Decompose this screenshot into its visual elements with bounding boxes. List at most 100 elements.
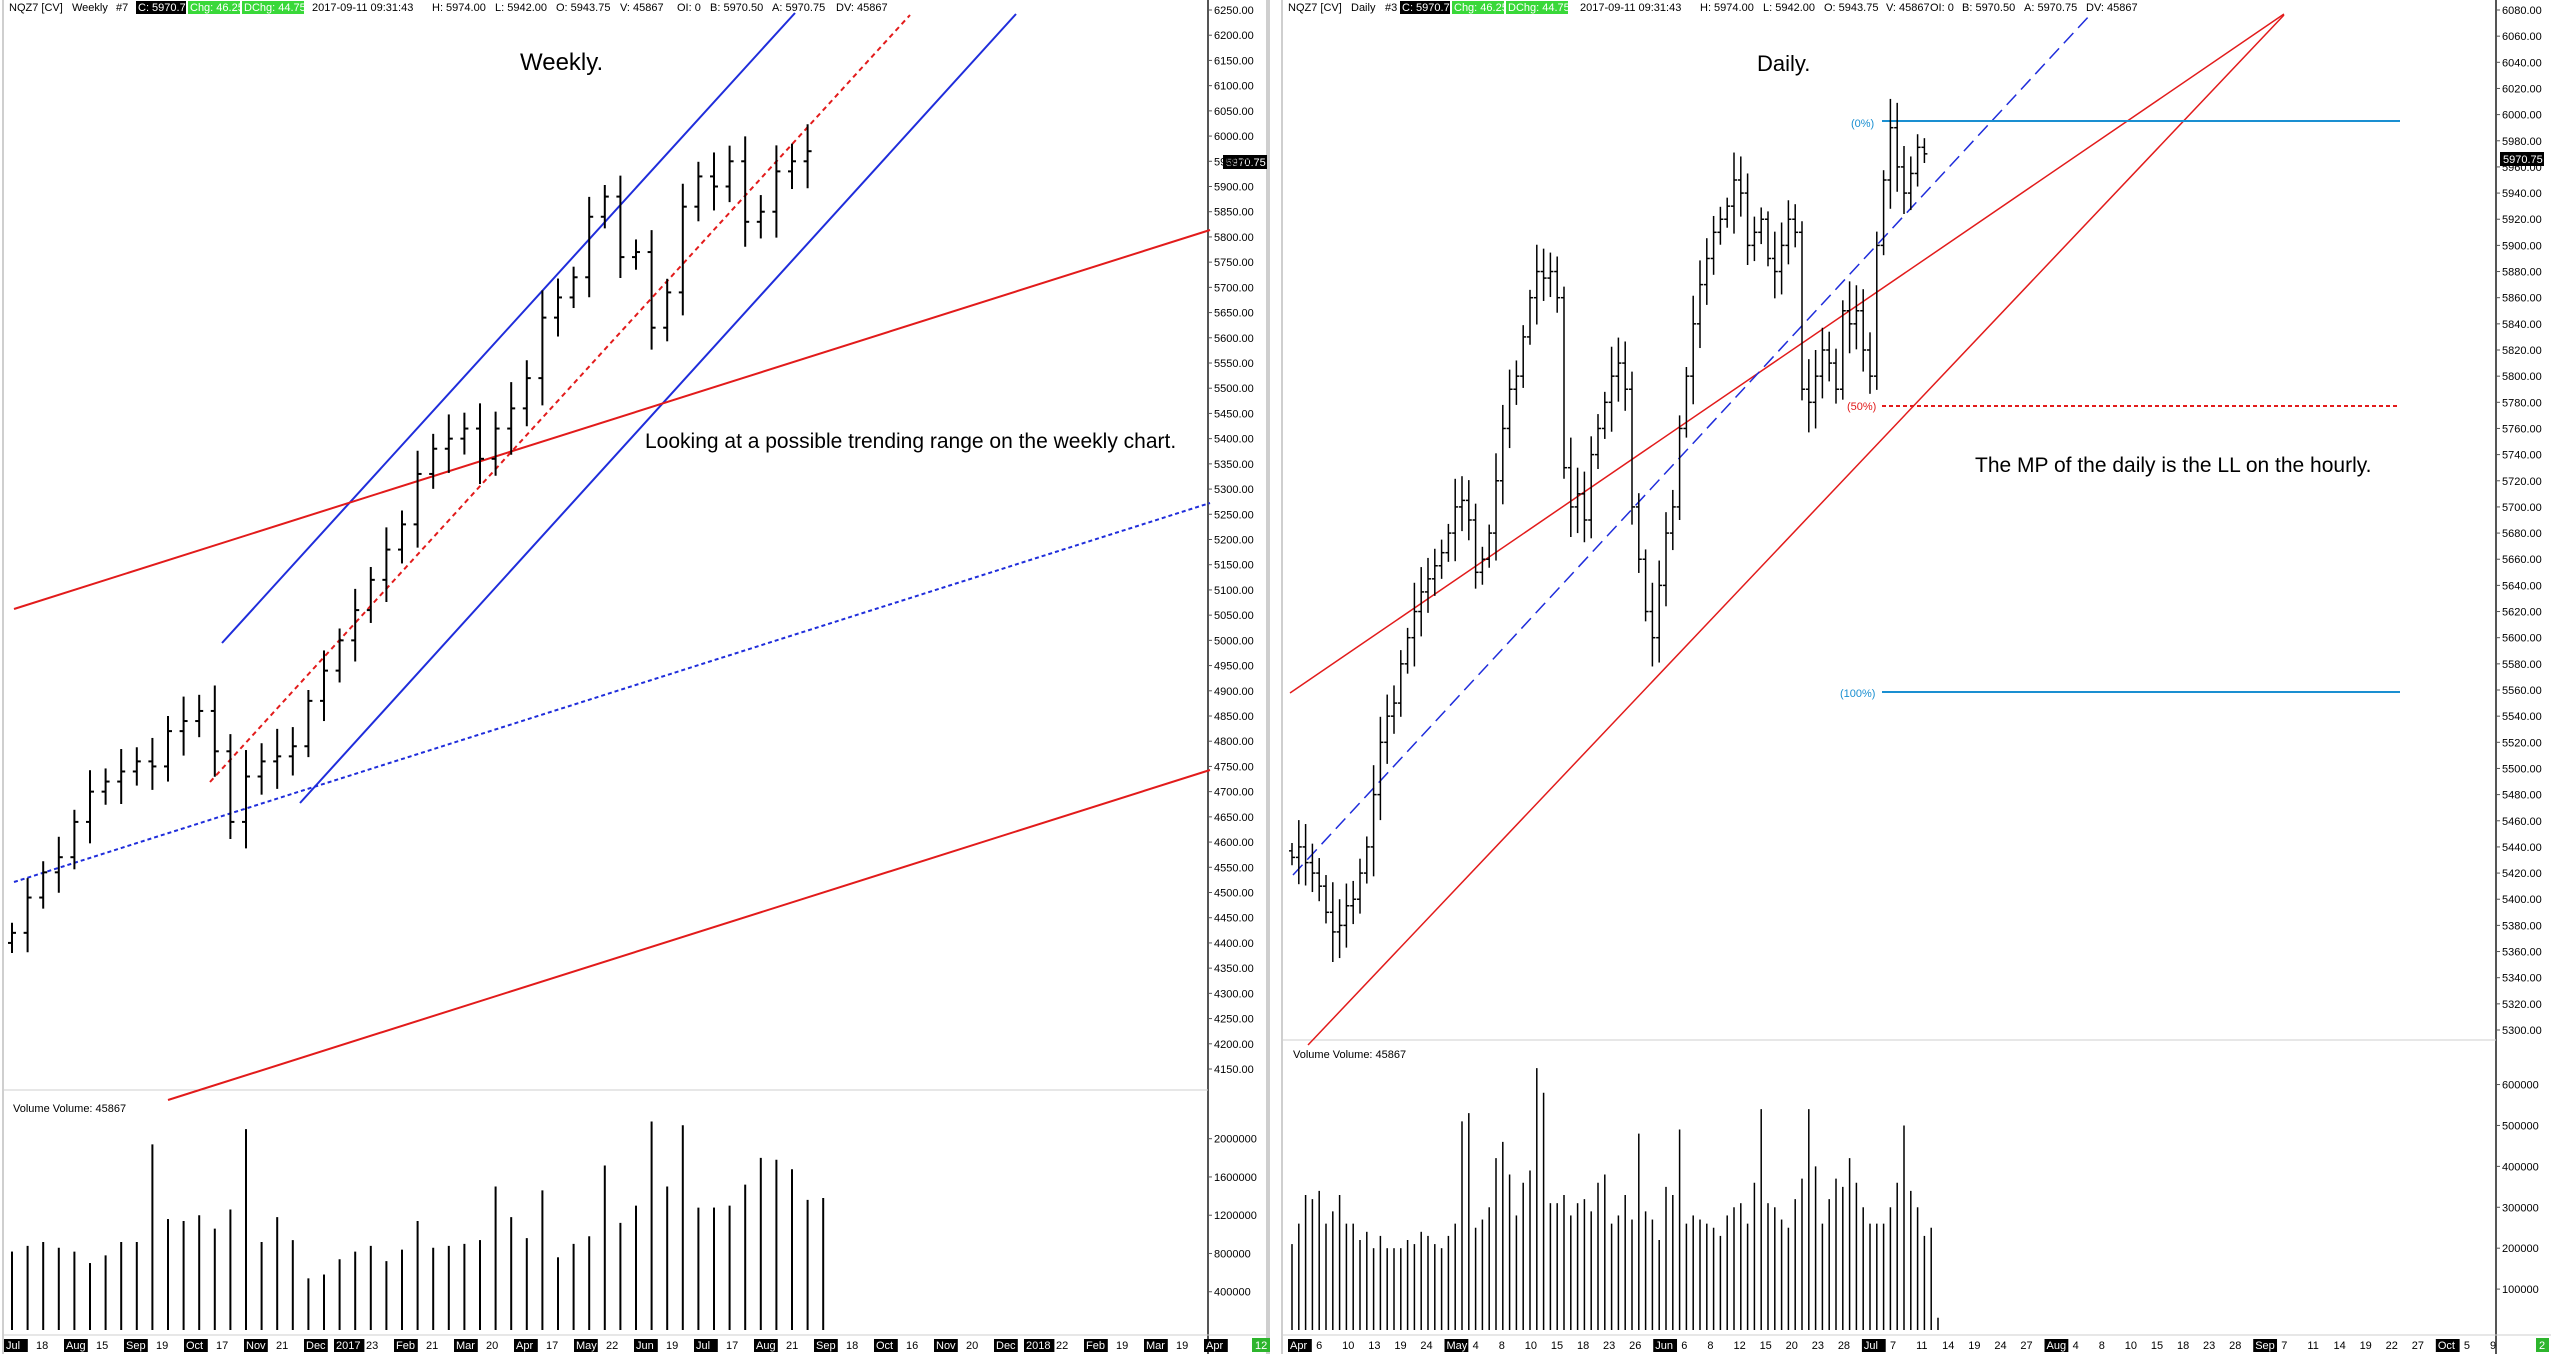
daily-corner-badge-bg: [2536, 1338, 2549, 1352]
daily-date-tick-label: May: [1447, 1340, 1468, 1352]
weekly-date-tick-label: 22: [1056, 1340, 1068, 1352]
daily-date-tick-label: 8: [1499, 1340, 1505, 1352]
weekly-interval: Weekly: [72, 2, 108, 14]
weekly-high: H: 5974.00: [432, 2, 486, 14]
daily-dashed-mid-line[interactable]: [1292, 14, 2091, 876]
daily-low: L: 5942.00: [1763, 2, 1815, 14]
daily-price-tick-label: 5840.00: [2502, 319, 2542, 331]
daily-price-tick-label: 5800.00: [2502, 371, 2542, 383]
weekly-price-tick-label: 4850.00: [1214, 711, 1254, 723]
weekly-range-bottom-line[interactable]: [167, 769, 1211, 1101]
weekly-date-tick-label: Mar: [456, 1340, 475, 1352]
daily-dv: DV: 45867: [2086, 2, 2138, 14]
daily-price-tick-label: 5600.00: [2502, 633, 2542, 645]
daily-bid: B: 5970.50: [1962, 2, 2015, 14]
weekly-date-tick-label: 19: [666, 1340, 678, 1352]
weekly-price-tick-label: 5400.00: [1214, 434, 1254, 446]
weekly-date-tick-label: 23: [366, 1340, 378, 1352]
weekly-date-badge: [814, 1339, 838, 1352]
weekly-date-tick-label: 19: [1176, 1340, 1188, 1352]
daily-date-tick-label: 13: [1368, 1340, 1380, 1352]
daily-price-tick-label: 6040.00: [2502, 57, 2542, 69]
weekly-date-tick-label: 21: [426, 1340, 438, 1352]
weekly-price-tick-label: 5750.00: [1214, 257, 1254, 269]
weekly-price-tick-label: 5350.00: [1214, 459, 1254, 471]
weekly-date-badge: [244, 1339, 268, 1352]
weekly-dashed-blue-line[interactable]: [13, 502, 1211, 883]
weekly-dashed-red-line[interactable]: [209, 14, 911, 783]
weekly-date-badge: [634, 1339, 658, 1352]
daily-volume-bars: [1291, 1068, 1939, 1330]
daily-date-tick-label: 6: [1681, 1340, 1687, 1352]
weekly-date-tick-label: Feb: [396, 1340, 415, 1352]
daily-volume: V: 45867: [1886, 2, 1930, 14]
daily-chg-badge: [1452, 1, 1504, 14]
weekly-price-tick-label: 6250.00: [1214, 5, 1254, 17]
weekly-date-badge: [184, 1339, 208, 1352]
weekly-price-tick-label: 6100.00: [1214, 81, 1254, 93]
weekly-price-tick-label: 5800.00: [1214, 232, 1254, 244]
daily-trendlines[interactable]: [1289, 13, 2400, 1046]
weekly-price-tick-label: 4950.00: [1214, 661, 1254, 673]
daily-price-tick-label: 5980.00: [2502, 136, 2542, 148]
daily-date-tick-label: 20: [1786, 1340, 1798, 1352]
weekly-time: 2017-09-11 09:31:43: [312, 2, 413, 14]
daily-count: #3: [1385, 2, 1397, 14]
daily-header: NQZ7 [CV] Daily #3 C: 5970.75 Chg: 46.25…: [1288, 1, 2138, 14]
weekly-symbol: NQZ7 [CV]: [9, 2, 63, 14]
weekly-price-tick-label: 4800.00: [1214, 736, 1254, 748]
weekly-price-tick-label: 4750.00: [1214, 761, 1254, 773]
daily-date-tick-label: 28: [2229, 1340, 2241, 1352]
weekly-date-tick-label: Dec: [306, 1340, 326, 1352]
weekly-date-tick-label: 20: [486, 1340, 498, 1352]
daily-price-tick-label: 5780.00: [2502, 397, 2542, 409]
daily-channel-top-line[interactable]: [1289, 13, 2285, 694]
weekly-volume-tick-label: 2000000: [1214, 1134, 1257, 1146]
daily-time: 2017-09-11 09:31:43: [1580, 2, 1681, 14]
weekly-date-tick-label: Oct: [186, 1340, 203, 1352]
daily-date-tick-label: 18: [1577, 1340, 1589, 1352]
weekly-price-tick-label: 4900.00: [1214, 686, 1254, 698]
weekly-trendlines[interactable]: [13, 12, 1211, 1101]
weekly-header: NQZ7 [CV] Weekly #7 C: 5970.75 Chg: 46.2…: [9, 1, 888, 14]
daily-price-tick-label: 5640.00: [2502, 580, 2542, 592]
weekly-channel-top-line[interactable]: [221, 12, 796, 644]
weekly-price-tick-label: 5200.00: [1214, 535, 1254, 547]
weekly-range-top-line[interactable]: [13, 229, 1211, 610]
weekly-price-tick-label: 4550.00: [1214, 862, 1254, 874]
weekly-price-marker-bg: [1223, 155, 1267, 169]
weekly-date-tick-label: Aug: [66, 1340, 86, 1352]
daily-price-tick-label: 5340.00: [2502, 973, 2542, 985]
weekly-date-tick-label: Jun: [636, 1340, 654, 1352]
weekly-price-tick-label: 5950.00: [1214, 156, 1254, 168]
daily-date-tick-label: 19: [1968, 1340, 1980, 1352]
weekly-date-tick-label: Jul: [6, 1340, 20, 1352]
daily-date-tick-label: 27: [2412, 1340, 2424, 1352]
daily-price-tick-label: 5320.00: [2502, 999, 2542, 1011]
daily-channel-bottom-line[interactable]: [1307, 14, 2285, 1046]
weekly-price-marker: 5970.75: [1226, 157, 1266, 169]
daily-date-tick-label: 5: [2464, 1340, 2470, 1352]
daily-price-tick-label: 5500.00: [2502, 763, 2542, 775]
daily-date-axis[interactable]: Apr 6 10 13 19 24 May 4 8 10 15 18 23 26 Jun 6 8 12 15 20 23…: [1288, 1339, 2496, 1352]
daily-chg: Chg: 46.25: [1454, 2, 1508, 14]
weekly-price-axis[interactable]: 6250.00 6200.00 6150.00 6100.00 6050.00 6000.…: [1208, 5, 1254, 1076]
weekly-date-tick-label: Nov: [936, 1340, 956, 1352]
weekly-date-axis[interactable]: Jul 18 Aug 15 Sep 19 Oct 17 Nov 21 Dec 2017 23 Feb 21 M…: [4, 1339, 1228, 1352]
daily-price-axis[interactable]: 6080.00 6060.00 6040.00 6020.00 6000.00 5980.…: [2496, 5, 2542, 1037]
weekly-dchg-badge: [242, 1, 304, 14]
weekly-date-tick-label: 19: [156, 1340, 168, 1352]
weekly-price-tick-label: 5900.00: [1214, 182, 1254, 194]
daily-price-tick-label: 5660.00: [2502, 554, 2542, 566]
daily-open: O: 5943.75: [1824, 2, 1878, 14]
daily-date-tick-label: Aug: [2047, 1340, 2067, 1352]
weekly-date-tick-label: Aug: [756, 1340, 776, 1352]
daily-volume-tick-label: 600000: [2502, 1080, 2539, 1092]
daily-date-tick-label: 24: [1420, 1340, 1432, 1352]
weekly-channel-bottom-line[interactable]: [299, 13, 1017, 804]
daily-price-marker-bg: [2500, 152, 2544, 166]
weekly-date-badge: [64, 1339, 88, 1352]
weekly-date-badge: [1204, 1339, 1228, 1352]
weekly-bid: B: 5970.50: [710, 2, 763, 14]
